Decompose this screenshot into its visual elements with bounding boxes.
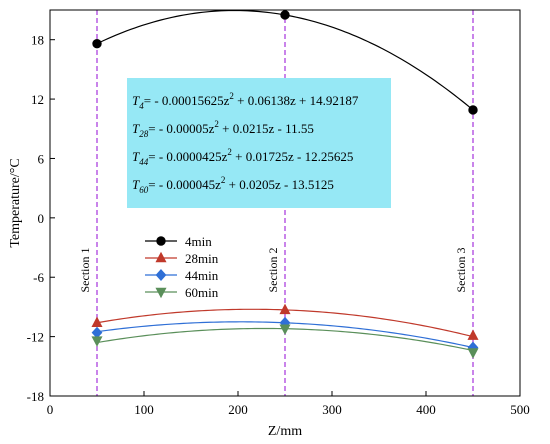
x-tick-label: 200 [228,402,248,417]
x-axis-label: Z/mm [268,424,302,439]
section-label: Section 1 [78,248,92,293]
equation: T28= - 0.00005z2 + 0.0215z - 11.55 [132,119,314,139]
x-tick-label: 500 [510,402,530,417]
data-point-4min [468,105,478,115]
plot-frame [49,9,521,397]
y-tick-label: -6 [33,270,44,285]
y-tick-label: 0 [38,211,45,226]
section-label: Section 2 [266,248,280,293]
equation: T4= - 0.00015625z2 + 0.06138z + 14.92187 [132,91,359,111]
y-tick-label: 18 [31,33,44,48]
y-tick-label: 12 [31,92,44,107]
y-axis-label: Temperature/°C [8,158,23,247]
legend-marker-28min [155,251,167,263]
legend-marker-44min [155,269,167,281]
data-point-28min [467,329,479,340]
legend-marker-60min [155,287,167,299]
x-tick-label: 400 [416,402,436,417]
y-tick-label: 6 [38,151,45,166]
x-tick-label: 100 [134,402,154,417]
legend-label: 4min [185,234,212,249]
x-tick-label: 300 [322,402,342,417]
legend-label: 60min [185,285,219,300]
legend-label: 28min [185,251,219,266]
data-point-60min [91,336,103,347]
equation: T60= - 0.000045z2 + 0.0205z - 13.5125 [132,175,334,195]
x-tick-label: 0 [47,402,54,417]
legend-marker-4min [156,236,166,246]
legend-label: 44min [185,268,219,283]
data-point-28min [91,316,103,327]
data-point-4min [92,38,102,49]
y-tick-label: -18 [27,389,44,404]
data-point-28min [279,303,291,315]
equation-box [127,78,391,208]
y-tick-label: -12 [27,330,44,345]
data-point-4min [280,10,290,20]
section-label: Section 3 [454,248,468,293]
data-point-60min [467,348,479,359]
data-point-60min [279,324,291,335]
equation: T44= - 0.0000425z2 + 0.01725z - 12.25625 [132,147,353,167]
data-point-44min [91,326,103,339]
